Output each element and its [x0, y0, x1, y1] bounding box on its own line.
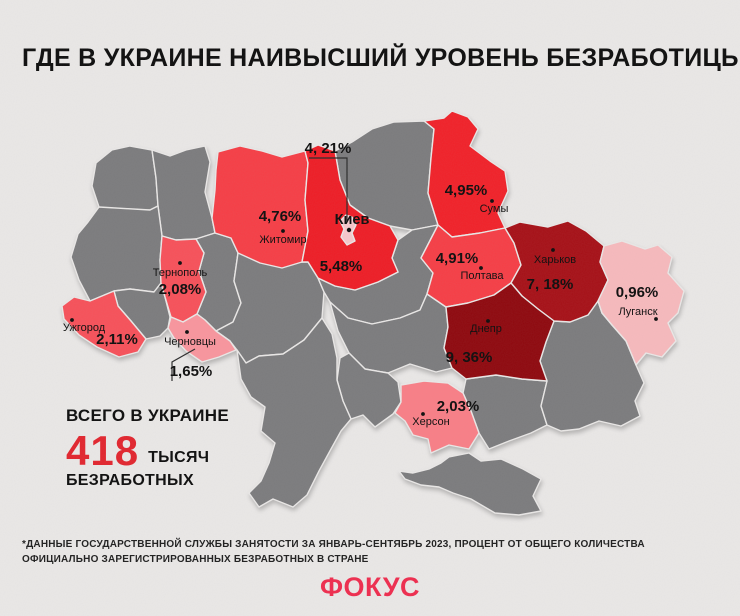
- summary-block: ВСЕГО В УКРАИНЕ 418 ТЫСЯЧ БЕЗРАБОТНЫХ: [66, 406, 229, 490]
- label-dnipro-value: 9, 36%: [446, 349, 493, 366]
- city-dot-kharkiv: [551, 248, 555, 252]
- label-uzhhorod-city: Ужгород: [63, 322, 106, 334]
- city-dot-chernivtsi: [185, 330, 189, 334]
- label-chernivtsi-city: Черновцы: [164, 336, 216, 348]
- summary-label: БЕЗРАБОТНЫХ: [66, 472, 194, 489]
- summary-unit: ТЫСЯЧ: [148, 449, 210, 466]
- label-ternopil-city: Тернополь: [153, 267, 208, 279]
- label-kyiv-city-value: 4, 21%: [305, 140, 352, 157]
- label-luhansk-value: 0,96%: [616, 284, 659, 301]
- label-chernivtsi-value: 1,65%: [170, 363, 213, 380]
- city-dot-ternopil: [178, 261, 182, 265]
- region-rivne: [151, 145, 216, 241]
- label-ternopil-value: 2,08%: [159, 281, 202, 298]
- label-kherson-value: 2,03%: [437, 398, 480, 415]
- label-sumy-city: Сумы: [480, 203, 509, 215]
- fokus-logo: ФОКУС: [320, 572, 420, 602]
- label-poltava-value: 4,91%: [436, 250, 479, 267]
- region-crimea: [398, 452, 542, 516]
- region-lviv: [70, 205, 163, 302]
- label-kharkiv-value: 7, 18%: [527, 276, 574, 293]
- label-dnipro-city: Днепр: [470, 323, 502, 335]
- label-kyiv-oblast-value: 5,48%: [320, 258, 363, 275]
- label-poltava-city: Полтава: [460, 270, 504, 282]
- summary-number: 418: [66, 427, 140, 474]
- label-zhytomyr-value: 4,76%: [259, 208, 302, 225]
- footnote: *ДАННЫЕ ГОСУДАРСТВЕННОЙ СЛУЖБЫ ЗАНЯТОСТИ…: [22, 539, 645, 565]
- label-kharkiv-city: Харьков: [534, 254, 576, 266]
- region-volyn: [91, 145, 159, 213]
- label-luhansk-city: Луганск: [618, 306, 657, 318]
- summary-heading: ВСЕГО В УКРАИНЕ: [66, 406, 230, 425]
- city-dot-kyiv: [346, 227, 352, 233]
- label-kherson-city: Херсон: [412, 416, 449, 428]
- label-kyiv-city-name: Киев: [335, 212, 370, 228]
- city-dot-zhytomyr: [281, 229, 285, 233]
- label-sumy-value: 4,95%: [445, 182, 488, 199]
- label-zhytomyr-city: Житомир: [259, 234, 306, 246]
- region-sumy: [423, 110, 509, 238]
- page-title: ГДЕ В УКРАИНЕ НАИВЫСШИЙ УРОВЕНЬ БЕЗРАБОТ…: [22, 43, 740, 72]
